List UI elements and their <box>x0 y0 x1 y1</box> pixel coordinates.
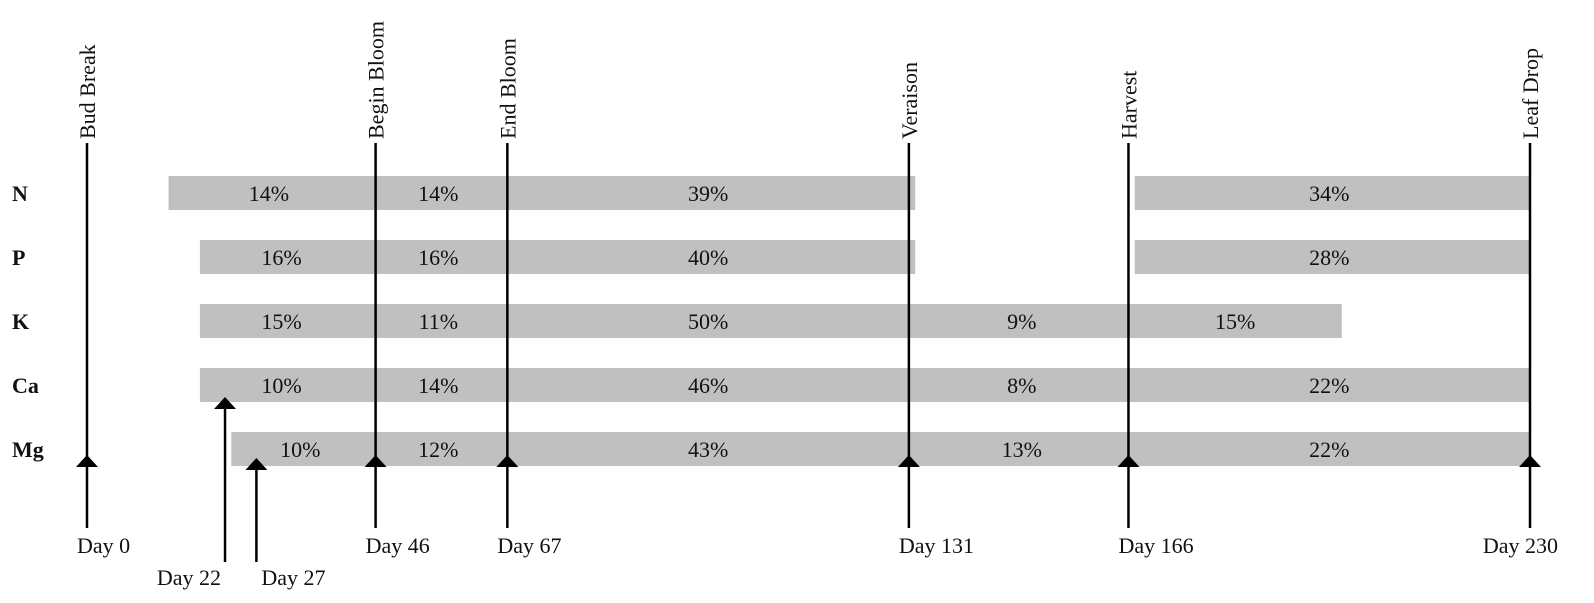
extra-arrow-day-22-head <box>214 397 237 409</box>
day-label-day-46: Day 46 <box>366 533 430 558</box>
stage-label-end-bloom: End Bloom <box>495 38 520 139</box>
day-label-day-22: Day 22 <box>157 565 221 590</box>
nutrient-label-n: N <box>12 181 28 206</box>
nutrient-label-mg: Mg <box>12 437 44 462</box>
stage-arrow-harvest-head <box>1117 455 1140 467</box>
percent-label-ca-0: 10% <box>261 373 301 398</box>
percent-label-k-4: 15% <box>1215 309 1255 334</box>
stage-arrow-bud-break <box>76 455 98 528</box>
stage-label-leaf-drop: Leaf Drop <box>1518 48 1543 139</box>
nutrient-label-k: K <box>12 309 29 334</box>
stage-label-harvest: Harvest <box>1116 71 1141 139</box>
percent-label-k-2: 50% <box>688 309 728 334</box>
day-label-day-0: Day 0 <box>77 533 130 558</box>
uptake-bar-n-0 <box>168 176 916 210</box>
uptake-bar-n-1 <box>1134 176 1530 210</box>
percent-label-n-2: 39% <box>688 181 728 206</box>
percent-label-n-1: 14% <box>418 181 458 206</box>
stage-arrow-bud-break-head <box>76 455 98 467</box>
percent-label-mg-2: 43% <box>688 437 728 462</box>
uptake-bar-mg-0 <box>231 432 1530 466</box>
percent-label-p-0: 16% <box>261 245 301 270</box>
extra-arrow-day-22 <box>214 397 237 562</box>
stage-lines-layer <box>76 143 1541 562</box>
percent-label-ca-2: 46% <box>688 373 728 398</box>
percent-label-k-1: 11% <box>419 309 459 334</box>
percent-label-ca-1: 14% <box>418 373 458 398</box>
uptake-bar-p-1 <box>1134 240 1530 274</box>
percent-label-mg-1: 12% <box>418 437 458 462</box>
percent-label-k-0: 15% <box>261 309 301 334</box>
uptake-bar-ca-0 <box>199 368 1531 402</box>
percent-label-mg-4: 22% <box>1309 437 1349 462</box>
percent-labels-layer: 14% 14% 39% 34% 16% 16% 40% 28% 15% 11% 50% 9% 15% 10… <box>249 181 1350 462</box>
percent-label-n-3: 34% <box>1309 181 1349 206</box>
stage-arrow-begin-bloom-head <box>364 455 387 467</box>
stage-arrow-end-bloom <box>496 455 519 528</box>
stage-label-begin-bloom: Begin Bloom <box>364 21 389 139</box>
day-labels-layer: Day 0 Day 46 Day 67 Day 131 Day 166 Day 230 Da… <box>77 533 1558 590</box>
percent-label-ca-4: 22% <box>1309 373 1349 398</box>
nutrient-label-p: P <box>12 245 25 270</box>
stage-label-bud-break: Bud Break <box>75 44 100 139</box>
percent-label-mg-0: 10% <box>280 437 320 462</box>
day-label-day-67: Day 67 <box>497 533 561 558</box>
percent-label-mg-3: 13% <box>1002 437 1042 462</box>
stage-arrow-end-bloom-head <box>496 455 519 467</box>
extra-arrow-day-27-head <box>245 458 268 470</box>
nutrient-label-ca: Ca <box>12 373 39 398</box>
stage-label-veraison: Veraison <box>897 62 922 139</box>
percent-label-p-2: 40% <box>688 245 728 270</box>
nutrient-labels-layer: N P K Ca Mg <box>12 181 44 462</box>
stage-arrow-leaf-drop <box>1519 455 1541 528</box>
bars-layer <box>168 176 1531 466</box>
stage-arrow-begin-bloom <box>364 455 387 528</box>
day-label-day-131: Day 131 <box>899 533 974 558</box>
percent-label-n-0: 14% <box>249 181 289 206</box>
uptake-bar-p-0 <box>199 240 916 274</box>
day-label-day-230: Day 230 <box>1483 533 1558 558</box>
uptake-bar-k-0 <box>199 304 1342 338</box>
percent-label-k-3: 9% <box>1007 309 1036 334</box>
day-label-day-27: Day 27 <box>261 565 325 590</box>
stage-arrow-leaf-drop-head <box>1519 455 1541 467</box>
percent-label-ca-3: 8% <box>1007 373 1036 398</box>
extra-arrow-day-27 <box>245 458 268 562</box>
percent-label-p-3: 28% <box>1309 245 1349 270</box>
stage-labels-layer: Bud Break Begin Bloom End Bloom Veraison Har… <box>75 21 1543 139</box>
stage-arrow-veraison-head <box>897 455 920 467</box>
day-label-day-166: Day 166 <box>1118 533 1193 558</box>
stage-arrow-veraison <box>897 455 920 528</box>
stage-arrow-harvest <box>1117 455 1140 528</box>
percent-label-p-1: 16% <box>418 245 458 270</box>
